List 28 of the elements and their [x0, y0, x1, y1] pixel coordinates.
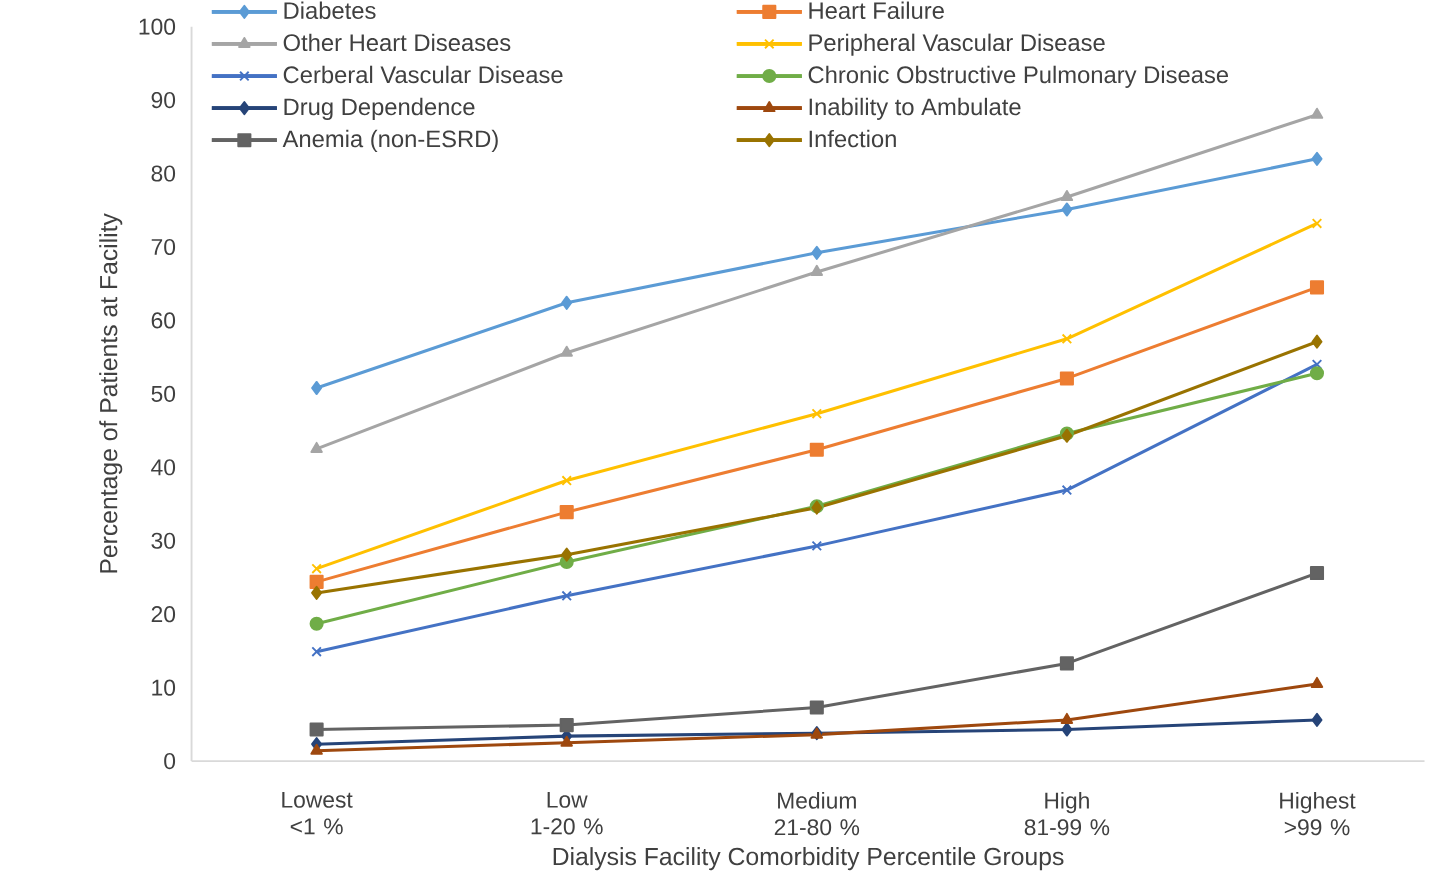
x-tick-label: Medium 21-80 % — [774, 791, 860, 836]
legend-label: Inability to Ambulate — [809, 97, 1021, 120]
x-axis-title: Dialysis Facility Comorbidity Percentile Groups — [553, 847, 1064, 871]
legend-label: Cerberal Vascular Disease — [283, 65, 563, 84]
y-tick-label: 70 — [151, 238, 176, 255]
legend-label: Heart Failure — [809, 1, 944, 19]
legend-label: Diabetes — [284, 1, 376, 19]
y-tick-label: 10 — [152, 679, 176, 696]
legend-label: Chronic Obstructive Pulmonary Disease — [808, 65, 1229, 88]
legend-label: Infection — [809, 129, 896, 148]
x-tick-label: Lowest <1 % — [282, 791, 353, 835]
y-axis-title: Percentage of Patients at Facility — [99, 213, 123, 573]
y-tick-label: 40 — [151, 459, 176, 476]
y-tick-label: 50 — [151, 385, 176, 402]
x-tick-label: High 81-99 % — [1024, 791, 1110, 836]
legend-label: Peripheral Vascular Disease — [809, 33, 1105, 56]
legend-label: Drug Dependence — [284, 97, 475, 120]
y-tick-label: 90 — [151, 91, 176, 109]
legend-label: Anemia (non-ESRD) — [282, 129, 498, 152]
x-tick-label: Highest >99 % — [1280, 791, 1356, 836]
y-tick-label: 80 — [151, 165, 176, 182]
y-tick-label: 30 — [151, 532, 176, 549]
legend-label: Other Heart Diseases — [283, 33, 511, 52]
x-tick-label: Low 1-20 % — [531, 791, 603, 835]
y-tick-label: 100 — [139, 18, 176, 35]
y-tick-label: 20 — [151, 606, 176, 623]
y-tick-label: 0 — [164, 752, 176, 770]
y-tick-label: 60 — [151, 312, 176, 329]
